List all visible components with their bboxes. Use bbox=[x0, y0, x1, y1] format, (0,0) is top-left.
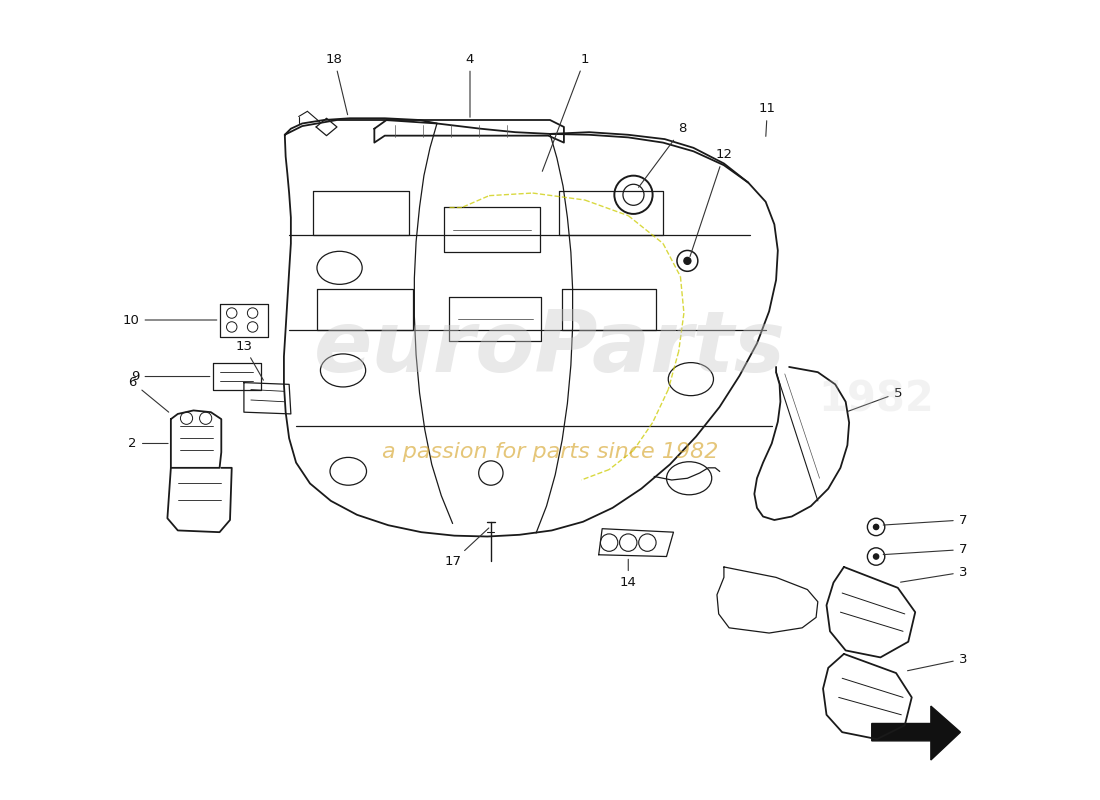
Text: 18: 18 bbox=[326, 53, 348, 114]
Circle shape bbox=[873, 524, 879, 530]
Text: a passion for parts since 1982: a passion for parts since 1982 bbox=[382, 442, 718, 462]
Text: 7: 7 bbox=[883, 514, 967, 526]
Text: 2: 2 bbox=[129, 437, 168, 450]
Text: 17: 17 bbox=[444, 528, 488, 568]
Text: 7: 7 bbox=[883, 543, 967, 556]
Text: 9: 9 bbox=[131, 370, 210, 383]
Text: 6: 6 bbox=[129, 376, 168, 412]
Polygon shape bbox=[871, 706, 960, 760]
Text: 13: 13 bbox=[235, 339, 263, 380]
Text: 11: 11 bbox=[759, 102, 775, 136]
Text: 3: 3 bbox=[908, 653, 967, 670]
Text: 1: 1 bbox=[542, 53, 588, 171]
Text: 10: 10 bbox=[123, 314, 217, 326]
Text: 8: 8 bbox=[639, 122, 686, 187]
Text: 4: 4 bbox=[465, 53, 474, 118]
Text: 5: 5 bbox=[848, 386, 902, 411]
Text: 1982: 1982 bbox=[818, 379, 934, 421]
Circle shape bbox=[873, 554, 879, 559]
Text: 12: 12 bbox=[690, 148, 733, 257]
Circle shape bbox=[684, 258, 691, 264]
Text: 14: 14 bbox=[619, 559, 637, 589]
Text: euroParts: euroParts bbox=[314, 306, 786, 390]
Text: 3: 3 bbox=[901, 566, 967, 582]
